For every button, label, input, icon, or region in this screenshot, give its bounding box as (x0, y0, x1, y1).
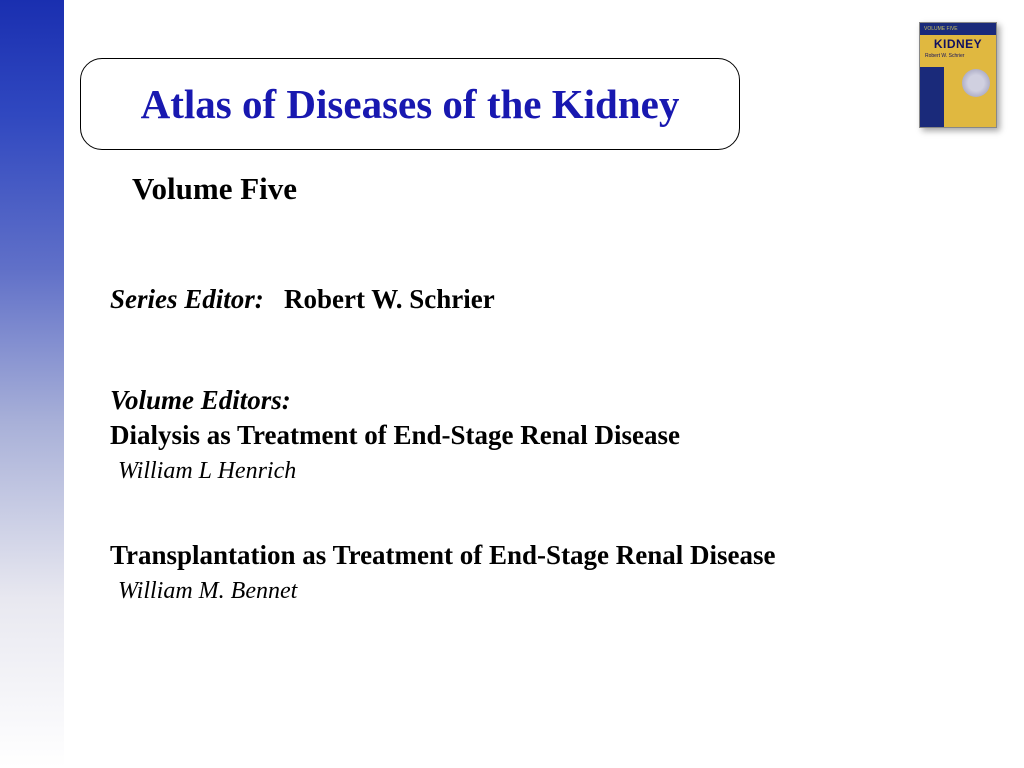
book-cover-icon: VOLUME FIVE KIDNEY Robert W. Schrier (919, 22, 997, 128)
series-editor-line: Series Editor: Robert W. Schrier (110, 284, 495, 315)
section-1-editor: William L Henrich (118, 458, 296, 485)
cover-editor: Robert W. Schrier (925, 53, 964, 59)
section-2-title: Transplantation as Treatment of End-Stag… (110, 540, 776, 571)
title-box: Atlas of Diseases of the Kidney (80, 58, 740, 150)
volume-editors-label: Volume Editors: (110, 385, 291, 416)
cover-title: KIDNEY (920, 37, 996, 51)
section-2-editor: William M. Bennet (118, 578, 297, 605)
cover-sidebar (920, 67, 944, 127)
cover-topbar: VOLUME FIVE (920, 23, 996, 35)
volume-label: Volume Five (132, 171, 297, 207)
series-editor-label: Series Editor: (110, 284, 264, 314)
cover-graphic-icon (962, 69, 990, 97)
section-1-title: Dialysis as Treatment of End-Stage Renal… (110, 420, 680, 451)
main-title: Atlas of Diseases of the Kidney (141, 80, 680, 128)
series-editor-name: Robert W. Schrier (284, 284, 495, 314)
left-gradient-bar (0, 0, 64, 768)
